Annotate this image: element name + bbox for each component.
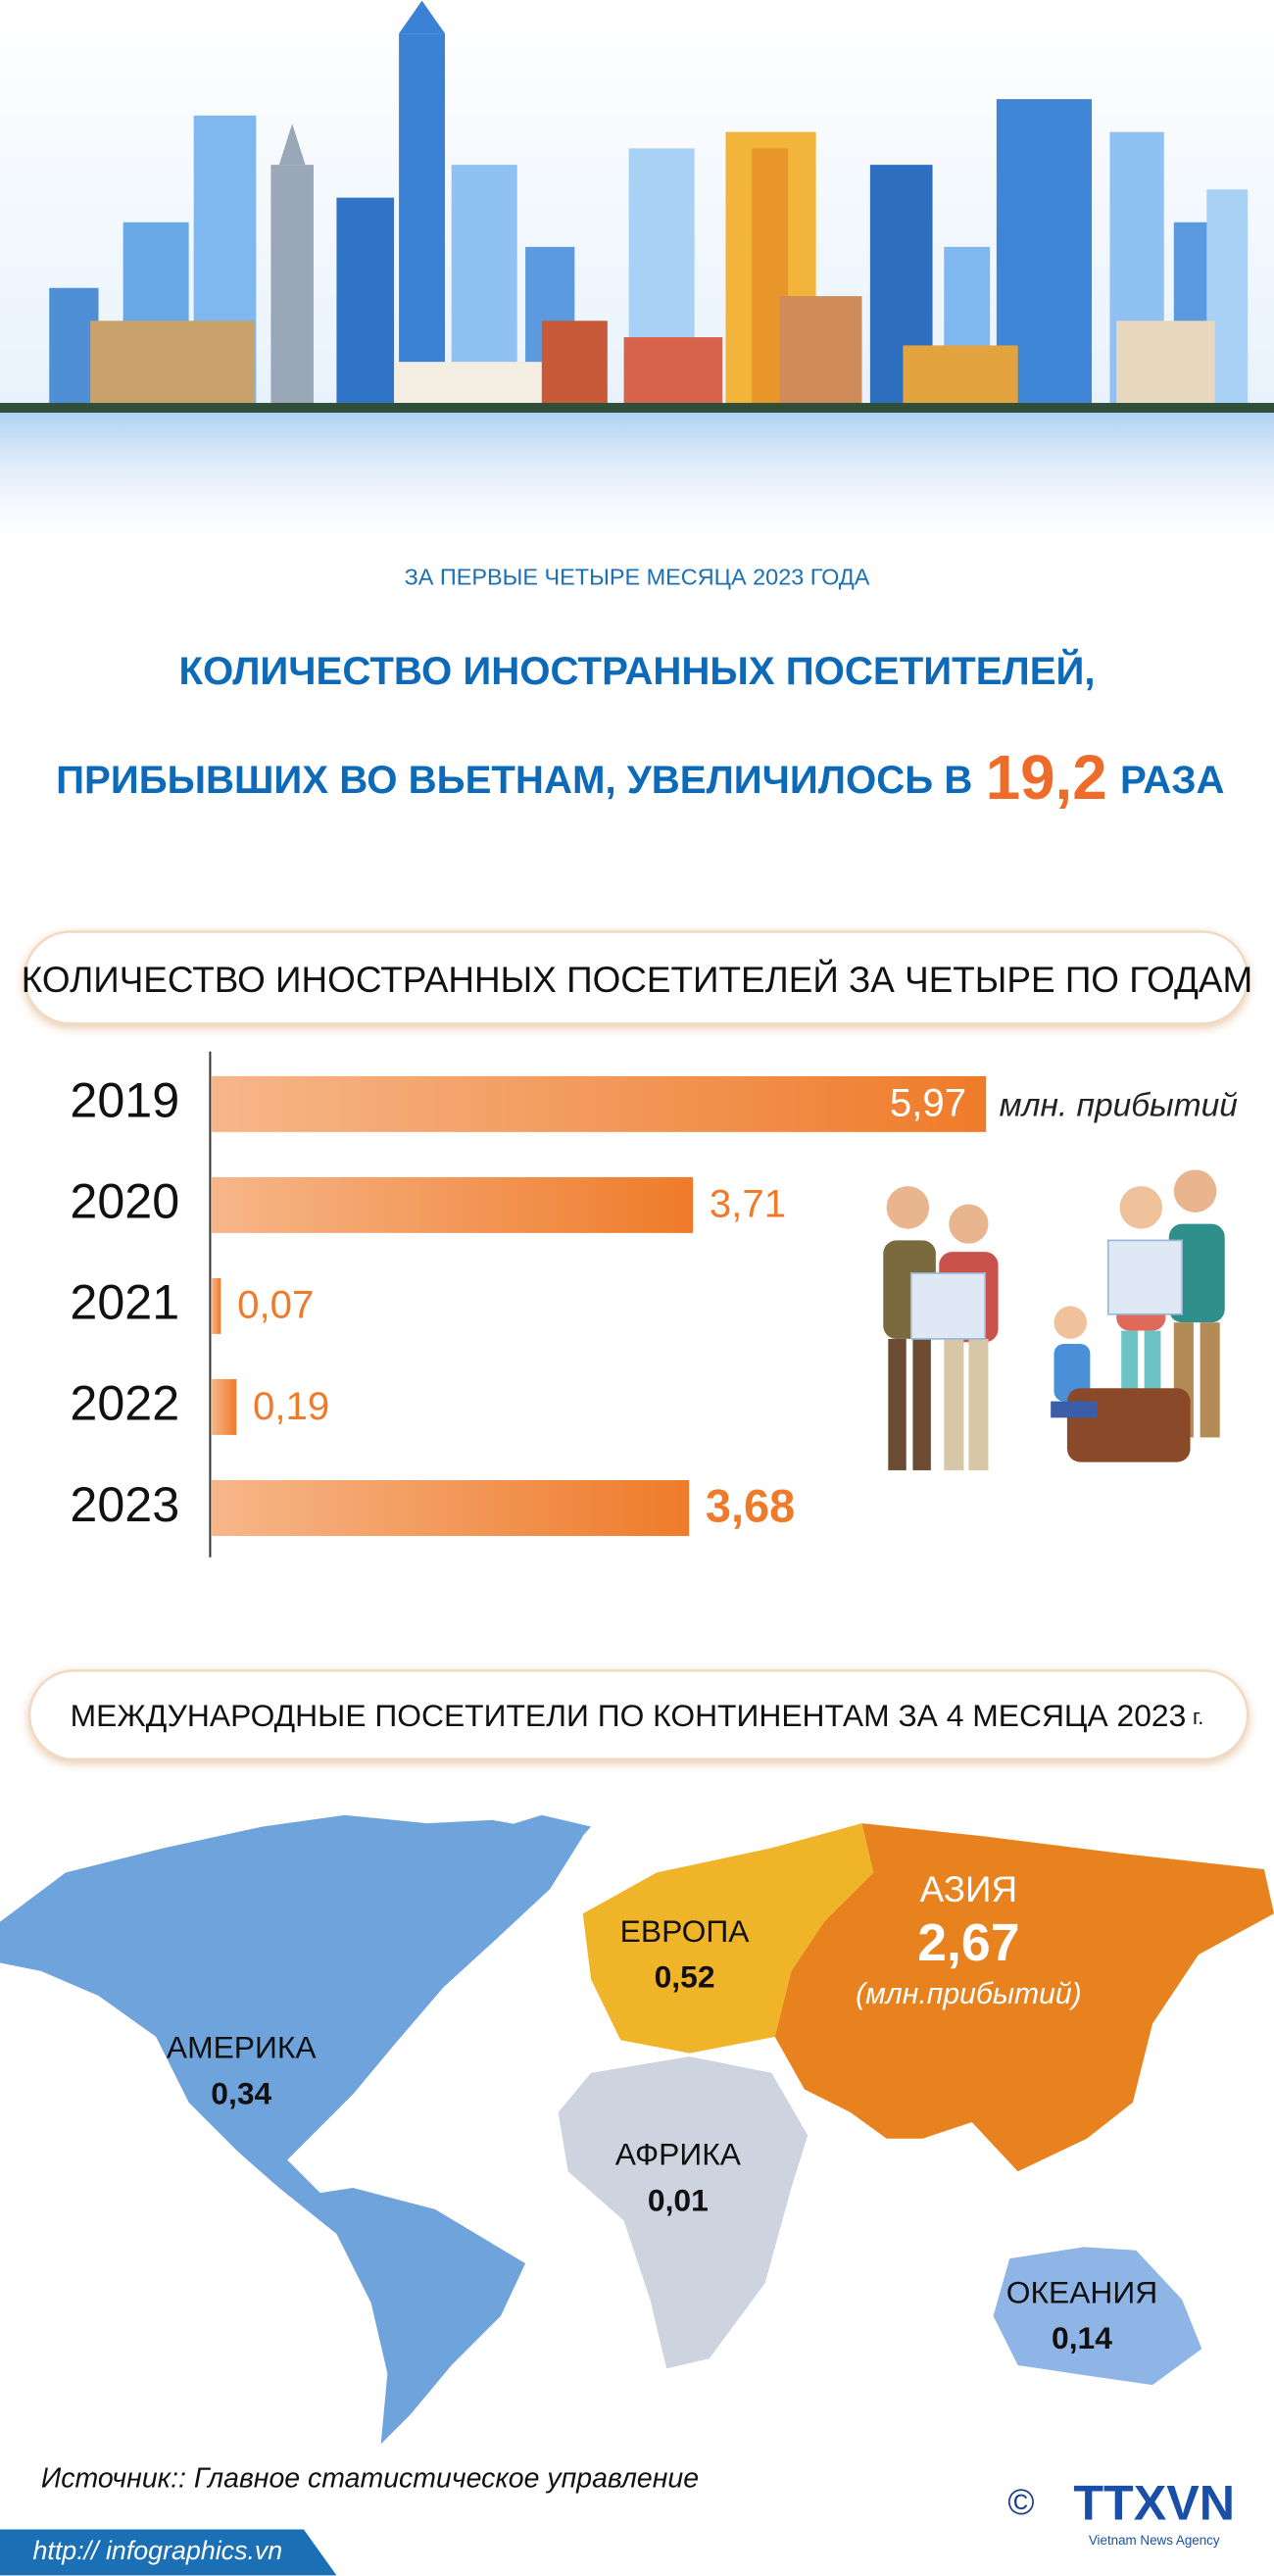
- y-tick-label: 2020: [70, 1174, 179, 1229]
- y-tick-label: 2023: [70, 1477, 179, 1532]
- value-label: 0,07: [237, 1283, 314, 1327]
- region-asia: [774, 1823, 1274, 2172]
- headline: ПРИБЫВШИХ ВО ВЬЕТНАМ, УВЕЛИЧИЛОСЬ В: [56, 758, 972, 802]
- region-africa: [558, 2056, 808, 2369]
- region-value: 0,52: [655, 1959, 715, 1995]
- region-greenland: [434, 1814, 592, 1890]
- skyline: [0, 0, 1274, 561]
- region-america: [0, 1814, 583, 2445]
- value-label: 0,19: [253, 1384, 329, 1428]
- copyright: ©: [1007, 2482, 1034, 2522]
- y-tick-label: 2022: [70, 1376, 179, 1431]
- region-value: 0,34: [211, 2076, 271, 2111]
- unit-label: млн. прибытий: [1000, 1088, 1238, 1124]
- section-box: [23, 930, 1250, 1025]
- map-title-line: МЕЖДУНАРОДНЫЕ ПОСЕТИТЕЛИ ПО КОНТИНЕНТАМ …: [71, 1698, 1204, 1733]
- section-box: [27, 1669, 1250, 1761]
- region-value: 2,67: [917, 1913, 1019, 1972]
- region-name: АМЕРИКА: [167, 2030, 318, 2065]
- subtitle: ЗА ПЕРВЫЕ ЧЕТЫРЕ МЕСЯЦА 2023 ГОДА: [405, 564, 870, 589]
- region-name: АФРИКА: [615, 2137, 742, 2172]
- url[interactable]: http:// infographics.vn: [33, 2536, 283, 2565]
- url-bar: [0, 2529, 337, 2576]
- agency: Vietnam News Agency: [1089, 2533, 1220, 2548]
- headline-factor: 19,2: [986, 743, 1107, 813]
- region-name: ОКЕАНИЯ: [1006, 2274, 1158, 2309]
- value-label: 3,68: [706, 1481, 795, 1532]
- value-label: 5,97: [890, 1081, 966, 1125]
- bar: [212, 1480, 690, 1536]
- region-value: 0,01: [648, 2183, 709, 2218]
- y-tick-label: 2019: [70, 1073, 179, 1128]
- bar: [212, 1075, 987, 1132]
- chart-title: КОЛИЧЕСТВО ИНОСТРАННЫХ ПОСЕТИТЕЛЕЙ ЗА ЧЕ…: [22, 959, 1252, 1000]
- travellers-illustration: [883, 1169, 1225, 1470]
- logo: TTXVN: [1073, 2475, 1235, 2530]
- bar: [212, 1277, 221, 1334]
- region-value: 0,14: [1052, 2320, 1112, 2355]
- value-label: 3,71: [710, 1182, 786, 1226]
- source: Источник:: Главное статистическое управл…: [41, 2463, 699, 2495]
- region-oceania: [993, 2247, 1202, 2386]
- bar: [212, 1176, 694, 1233]
- region-unit: (млн.прибытий): [856, 1978, 1082, 2010]
- headline: КОЛИЧЕСТВО ИНОСТРАННЫХ ПОСЕТИТЕЛЕЙ,: [178, 648, 1095, 693]
- headline-line: ПРИБЫВШИХ ВО ВЬЕТНАМ, УВЕЛИЧИЛОСЬ В 19,2 Р…: [56, 743, 1224, 813]
- y-tick-label: 2021: [70, 1275, 179, 1330]
- map-title: МЕЖДУНАРОДНЫЕ ПОСЕТИТЕЛИ ПО КОНТИНЕНТАМ …: [71, 1698, 1187, 1733]
- region-name: ЕВРОПА: [620, 1913, 751, 1949]
- map-title-suffix: г.: [1193, 1705, 1203, 1729]
- region-europe: [582, 1823, 874, 2054]
- region-name: АЗИЯ: [920, 1869, 1018, 1909]
- bar-chart: 2019 5,97 млн. прибытий 2020 3,71 2021 0,07 202…: [70, 1073, 1238, 1536]
- headline: РАЗА: [1120, 758, 1225, 802]
- world-map: [0, 1814, 1274, 2445]
- bar: [212, 1378, 237, 1435]
